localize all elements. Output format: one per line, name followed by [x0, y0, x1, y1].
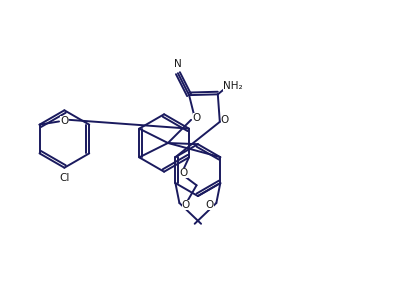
Text: Cl: Cl — [59, 173, 69, 183]
Text: O: O — [206, 200, 214, 210]
Text: O: O — [193, 113, 201, 123]
Text: O: O — [182, 200, 190, 210]
Text: N: N — [174, 60, 182, 69]
Text: O: O — [180, 168, 188, 177]
Text: O: O — [221, 115, 229, 125]
Text: O: O — [60, 116, 68, 126]
Text: NH₂: NH₂ — [223, 81, 243, 91]
